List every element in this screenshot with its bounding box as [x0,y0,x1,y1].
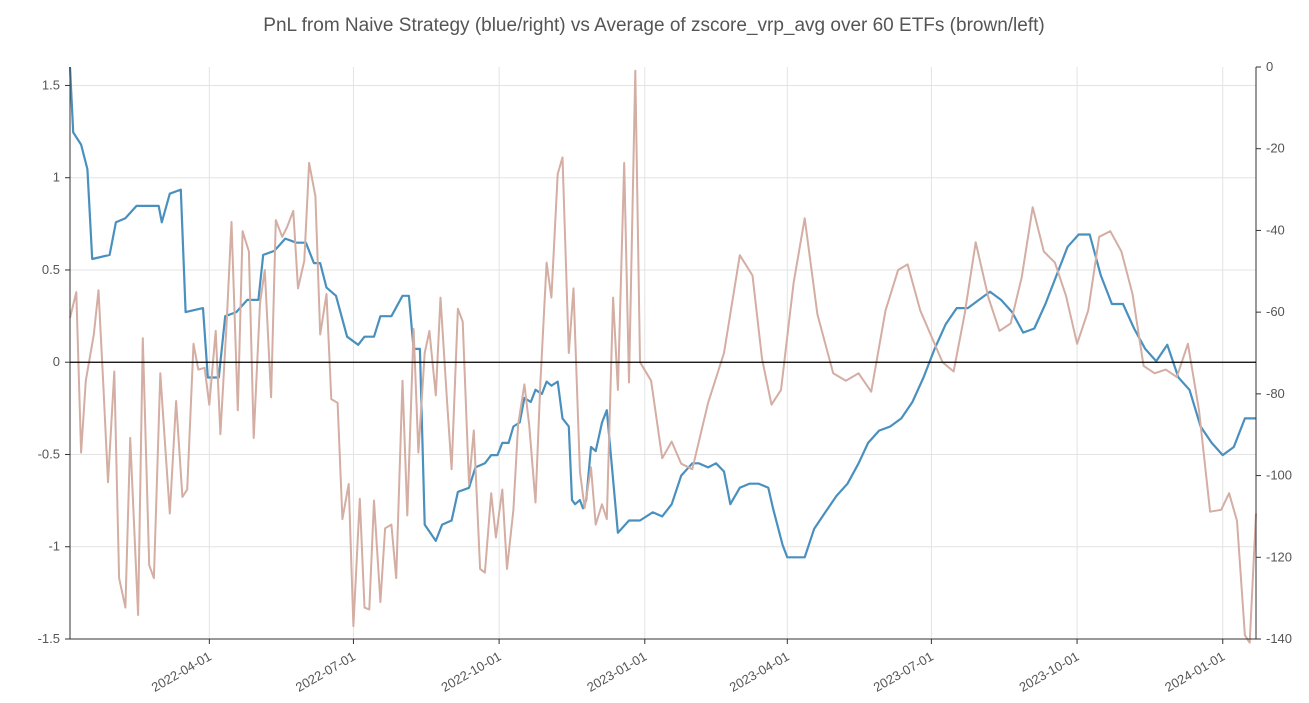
y-right-tick-label: -140 [1266,631,1292,646]
x-tick-label: 2024-01-01 [1162,649,1227,695]
y-left-tick-label: -1 [48,539,60,554]
y-right-tick-label: -40 [1266,222,1285,237]
x-tick-label: 2023-10-01 [1016,649,1081,695]
grid [70,67,1256,640]
y-left-tick-label: 0 [53,354,60,369]
series-line-left [69,69,1257,644]
x-tick-label: 2022-10-01 [439,649,504,695]
x-tick-label: 2022-04-01 [149,649,214,695]
y-left-tick-label: 1 [53,170,60,185]
series-layer [68,66,1257,644]
x-tick-label: 2023-01-01 [584,649,649,695]
y-right-tick-label: 0 [1266,59,1273,74]
y-left-tick-label: -0.5 [38,446,60,461]
axes: 1.5 1 0.5 0 -0.5 -1 -1.5 0 -20 -40 -60 -80 -100 -120 -… [38,59,1292,695]
series-line-right [68,66,1256,559]
y-right-tick-label: -80 [1266,386,1285,401]
x-tick-label: 2023-04-01 [727,649,792,695]
y-left-tick-label: 0.5 [42,262,60,277]
y-right-tick-label: -20 [1266,141,1285,156]
chart-title: PnL from Naive Strategy (blue/right) vs … [263,15,1044,36]
y-right-tick-label: -60 [1266,304,1285,319]
y-right-tick-label: -100 [1266,468,1292,483]
y-right-tick-label: -120 [1266,549,1292,564]
y-left-tick-label: 1.5 [42,77,60,92]
y-left-tick-label: -1.5 [38,631,60,646]
x-tick-label: 2023-07-01 [871,649,936,695]
x-tick-label: 2022-07-01 [293,649,358,695]
